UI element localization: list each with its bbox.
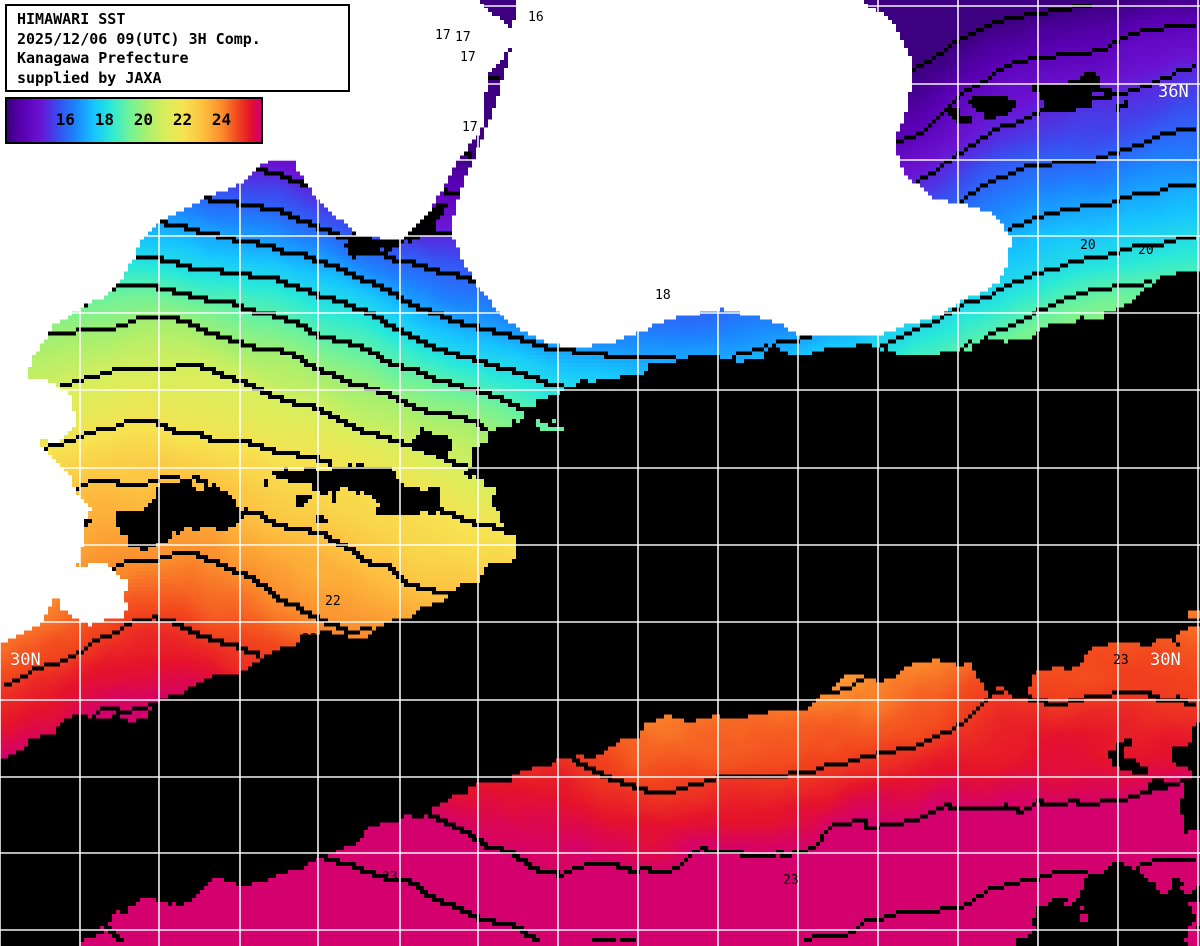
contour-label-17: 17 xyxy=(460,50,476,65)
contour-label-17: 17 xyxy=(455,30,471,45)
contour-label-22: 22 xyxy=(638,394,654,409)
contour-label-22: 22 xyxy=(302,632,318,647)
colorbar-tick-18: 18 xyxy=(94,110,114,129)
colorbar-tick-labels: 16 18 20 22 24 xyxy=(7,99,261,142)
colorbar-tick-20: 20 xyxy=(133,110,154,129)
contour-label-23: 23 xyxy=(783,873,799,888)
contour-label-23: 23 xyxy=(1041,593,1057,608)
title-line-datetime: 2025/12/06 09(UTC) 3H Comp. xyxy=(17,29,261,48)
colorbar-tick-16: 16 xyxy=(55,110,75,129)
contour-label-20: 20 xyxy=(1138,243,1154,258)
contour-label-30N: 30N xyxy=(10,236,34,251)
colorbar-gradient xyxy=(7,99,261,142)
lat-label-30n-2: 30N xyxy=(1150,650,1181,670)
contour-label-22: 22 xyxy=(325,594,341,609)
colorbar-tick-22: 22 xyxy=(172,110,193,129)
title-legend-box: HIMAWARI SST 2025/12/06 09(UTC) 3H Comp.… xyxy=(5,4,350,92)
title-line-provider: Kanagawa Prefecture xyxy=(17,49,189,67)
title-line-source: supplied by JAXA xyxy=(17,68,162,87)
contour-label-18: 18 xyxy=(655,288,671,303)
contour-label-17: 17 xyxy=(435,28,451,43)
colorbar-tick-24: 24 xyxy=(211,110,232,129)
title-line-satellite: HIMAWARI SST xyxy=(17,10,126,28)
contour-label-20: 20 xyxy=(1080,238,1096,253)
contour-label-16: 16 xyxy=(528,10,544,25)
temperature-colorbar: 16 18 20 22 24 xyxy=(5,97,263,144)
lat-label-36n-0: 36N xyxy=(1158,82,1189,102)
contour-label-23: 23 xyxy=(1113,653,1129,668)
contour-label-21: 21 xyxy=(1051,360,1067,375)
lat-label-30n-1: 30N xyxy=(10,650,41,670)
contour-label-23: 23 xyxy=(382,870,398,885)
contour-label-17: 17 xyxy=(462,120,478,135)
